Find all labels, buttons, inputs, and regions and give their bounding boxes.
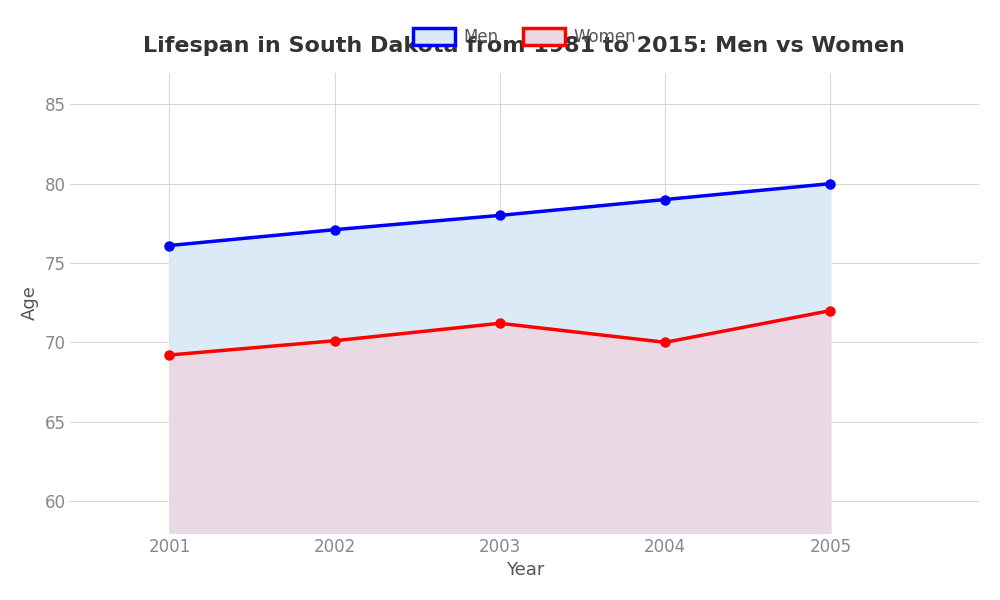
Text: Lifespan in South Dakota from 1981 to 2015: Men vs Women: Lifespan in South Dakota from 1981 to 20… [143, 36, 905, 56]
Y-axis label: Age: Age [21, 285, 39, 320]
Legend: Men, Women: Men, Women [407, 21, 643, 53]
X-axis label: Year: Year [506, 561, 544, 579]
